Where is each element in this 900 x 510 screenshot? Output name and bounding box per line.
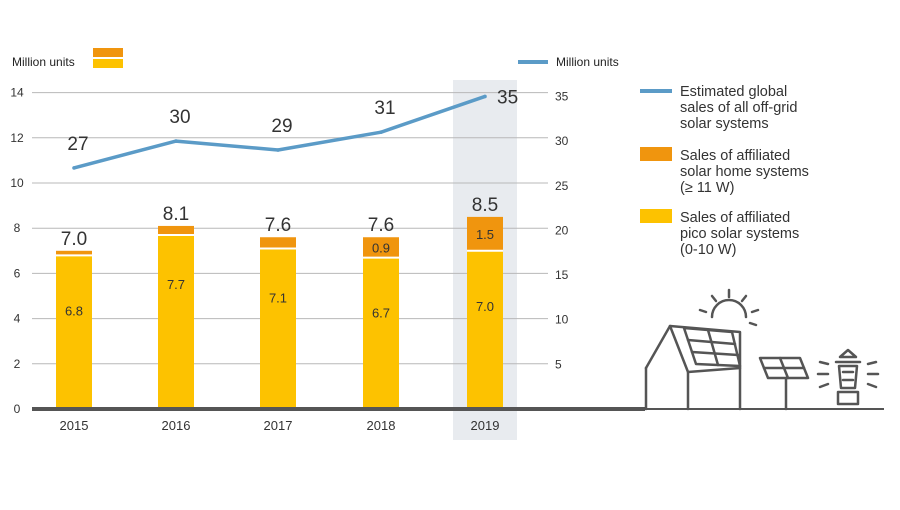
- line-point-2017: [276, 148, 280, 152]
- category-labels: 2015 2016 2017 2018 2019: [60, 418, 500, 433]
- category-label-2015: 2015: [60, 418, 89, 433]
- bar-shs-2018: [363, 237, 399, 258]
- total-label-2018: 7.6: [368, 215, 394, 236]
- right-tick-10: 10: [555, 313, 569, 327]
- left-tick-4: 4: [14, 312, 21, 326]
- line-point-2015: [72, 166, 76, 170]
- right-tick-30: 30: [555, 134, 569, 148]
- line-label-2018: 31: [374, 98, 395, 119]
- total-label-2015: 7.0: [61, 229, 87, 250]
- left-axis-swatch-shs: [93, 48, 123, 57]
- line-point-2018: [379, 130, 383, 134]
- legend-text-shs-1: Sales of affiliated: [680, 148, 790, 164]
- label-pico-2017: 7.1: [269, 291, 287, 306]
- bar-pico-2019: [467, 250, 503, 409]
- solar-lantern-icon: [816, 348, 880, 406]
- legend-text-shs-3: (≥ 11 W): [680, 180, 734, 196]
- house-icon: [644, 324, 742, 411]
- bars: [56, 216, 503, 409]
- right-tick-25: 25: [555, 179, 569, 193]
- bar-pico-2016: [158, 234, 194, 409]
- line-label-2016: 30: [169, 107, 190, 128]
- bar-pico-2018: [363, 257, 399, 409]
- right-axis-unit-label: Million units: [556, 55, 619, 69]
- right-tick-35: 35: [555, 89, 569, 103]
- line-point-2016: [174, 139, 178, 143]
- label-pico-2016: 7.7: [167, 277, 185, 292]
- right-tick-20: 20: [555, 223, 569, 237]
- category-label-2016: 2016: [162, 418, 191, 433]
- left-axis-unit-swatch: [93, 48, 123, 68]
- total-label-2016: 8.1: [163, 204, 189, 225]
- left-tick-14: 14: [10, 86, 24, 100]
- solar-illustration: [644, 288, 880, 411]
- legend-text-line-3: solar systems: [680, 116, 769, 132]
- line-point-2019: [483, 94, 487, 99]
- left-axis-unit-label: Million units: [12, 55, 75, 69]
- legend-text-shs-2: solar home systems: [680, 164, 809, 180]
- standalone-solar-panel-icon: [758, 356, 810, 411]
- global-sales-line: [72, 94, 487, 170]
- sun-icon: [698, 288, 760, 327]
- label-shs-2019: 1.5: [476, 227, 494, 242]
- category-label-2017: 2017: [264, 418, 293, 433]
- bar-shs-2015: [56, 250, 92, 256]
- label-pico-2015: 6.8: [65, 303, 83, 318]
- left-tick-10: 10: [10, 176, 24, 190]
- left-tick-12: 12: [10, 131, 24, 145]
- right-axis-ticks: 5 10 15 20 25 30 35: [555, 89, 569, 371]
- label-pico-2018: 6.7: [372, 306, 390, 321]
- legend-text-line-2: sales of all off-grid: [680, 100, 797, 116]
- right-tick-5: 5: [555, 357, 562, 371]
- line-label-2019: 35: [497, 87, 518, 108]
- bar-shs-2016: [158, 225, 194, 235]
- line-label-2015: 27: [67, 134, 88, 155]
- legend-swatch-pico: [640, 209, 672, 223]
- left-axis-ticks: 0 2 4 6 8 10 12 14: [10, 86, 24, 416]
- bar-shs-2017: [260, 237, 296, 249]
- label-pico-2019: 7.0: [476, 299, 494, 314]
- roof-solar-panel-icon: [682, 326, 742, 368]
- total-label-2019: 8.5: [472, 195, 498, 216]
- legend-text-line-1: Estimated global: [680, 84, 787, 100]
- left-tick-2: 2: [14, 357, 21, 371]
- bar-pico-2015: [56, 255, 92, 409]
- legend-text-pico-2: pico solar systems: [680, 226, 799, 242]
- left-tick-8: 8: [14, 221, 21, 235]
- legend-swatch-shs: [640, 147, 672, 161]
- label-shs-2018: 0.9: [372, 240, 390, 255]
- legend-text-pico-1: Sales of affiliated: [680, 210, 790, 226]
- left-axis-swatch-pico: [93, 59, 123, 68]
- line-labels: 27 30 29 31 35: [67, 87, 518, 154]
- left-tick-0: 0: [14, 402, 21, 416]
- line-label-2017: 29: [271, 116, 292, 137]
- bar-shs-2019: [467, 216, 503, 251]
- category-label-2018: 2018: [367, 418, 396, 433]
- left-tick-6: 6: [14, 266, 21, 280]
- total-labels: 7.0 8.1 7.6 7.6 8.5: [61, 195, 498, 250]
- segment-labels: 6.8 7.7 7.1 6.7 0.9 7.0 1.5: [65, 227, 494, 321]
- right-tick-15: 15: [555, 268, 569, 282]
- total-label-2017: 7.6: [265, 215, 291, 236]
- legend-text-pico-3: (0-10 W): [680, 242, 736, 258]
- category-label-2019: 2019: [471, 418, 500, 433]
- bar-pico-2017: [260, 248, 296, 409]
